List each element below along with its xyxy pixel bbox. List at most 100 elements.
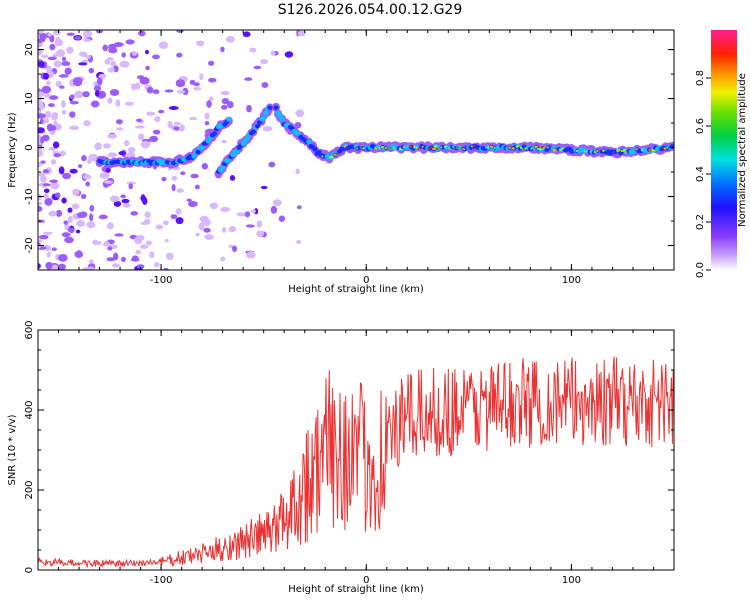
spectrogram-xtick-label: -100 bbox=[150, 275, 173, 286]
spectrogram-noise-blob bbox=[122, 203, 131, 208]
spectrogram-noise-blob bbox=[199, 215, 209, 223]
spectrogram-noise-blob bbox=[149, 135, 159, 143]
spectrogram-noise-blob bbox=[67, 227, 75, 233]
spectrogram-noise-blob bbox=[38, 239, 43, 243]
colorbar-label: Normalized spectral amplitude bbox=[737, 73, 748, 227]
spectrogram-noise-blob bbox=[43, 188, 50, 194]
spectrogram-noise-blob bbox=[260, 185, 268, 190]
spectrogram-noise-blob bbox=[140, 194, 146, 203]
colorbar-ticks: 0.0 0.2 0.4 0.6 0.8 bbox=[695, 70, 711, 278]
spectrogram-ridge-core bbox=[312, 147, 318, 152]
spectrogram-noise-blob bbox=[154, 262, 160, 268]
spectrogram-noise-blob bbox=[176, 188, 185, 193]
spectrogram-noise-blob bbox=[295, 168, 300, 175]
spectrogram-noise-blob bbox=[140, 221, 150, 226]
spectrogram-noise-blob bbox=[86, 221, 96, 229]
spectrogram-noise-blob bbox=[48, 95, 59, 100]
spectrogram-noise-blob bbox=[46, 80, 51, 86]
spectrogram-ytick-label: -10 bbox=[24, 188, 35, 204]
spectrogram-noise-blob bbox=[99, 172, 110, 179]
spectrogram-noise-blob bbox=[103, 241, 110, 247]
spectrogram-noise-blob bbox=[124, 101, 134, 106]
snr-xtick-label: 100 bbox=[562, 575, 581, 586]
spectrogram-noise-blob bbox=[186, 198, 192, 202]
snr-xtick-label: -100 bbox=[150, 575, 173, 586]
spectrogram-noise-blob bbox=[245, 224, 255, 228]
spectrogram-noise-blob bbox=[109, 88, 120, 97]
spectrogram-noise-blob bbox=[173, 121, 181, 126]
spectrogram-noise-blob bbox=[107, 246, 113, 251]
spectrogram-noise-blob bbox=[244, 77, 253, 81]
spectrogram-noise-blob bbox=[45, 261, 53, 270]
colorbar-tick-label: 0.6 bbox=[695, 118, 706, 134]
spectrogram-noise-blob bbox=[44, 118, 49, 122]
spectrogram-noise-blob bbox=[39, 32, 47, 40]
spectrogram-noise-blob bbox=[82, 91, 90, 98]
spectrogram-noise-blob bbox=[38, 161, 43, 168]
spectrogram-noise-blob bbox=[152, 129, 161, 135]
spectrogram-noise-blob bbox=[226, 100, 234, 109]
spectrogram-noise-blob bbox=[51, 247, 57, 252]
spectrogram-noise-blob bbox=[130, 211, 138, 216]
spectrogram-noise-blob bbox=[38, 91, 44, 96]
spectrogram-noise-blob bbox=[67, 215, 73, 224]
spectrogram-noise-blob bbox=[69, 100, 79, 105]
spectrogram-noise-blob bbox=[176, 30, 184, 33]
spectrogram-noise-blob bbox=[121, 256, 126, 263]
spectrogram-ytick-label: 10 bbox=[24, 92, 35, 105]
spectrogram-noise-blob bbox=[58, 253, 68, 262]
spectrogram-noise-blob bbox=[49, 43, 56, 51]
spectrogram-noise-blob bbox=[229, 174, 236, 181]
spectrogram-noise-blob bbox=[85, 181, 91, 187]
spectrogram-noise-blob bbox=[131, 83, 137, 91]
spectrogram-noise-blob bbox=[125, 39, 135, 45]
spectrogram-ridge-core bbox=[234, 149, 240, 154]
spectrogram-noise-blob bbox=[106, 257, 116, 262]
spectrogram-noise-blob bbox=[44, 232, 51, 236]
spectrogram-noise-blob bbox=[79, 51, 88, 57]
spectrogram-ridge-core bbox=[240, 141, 246, 147]
spectrogram-noise-blob bbox=[53, 30, 61, 36]
spectrogram-noise-blob bbox=[112, 252, 119, 261]
spectrogram-noise-blob bbox=[250, 209, 257, 213]
spectrogram-noise-blob bbox=[132, 51, 138, 56]
spectrogram-noise-blob bbox=[182, 87, 189, 96]
spectrogram-noise-blob bbox=[74, 90, 84, 99]
spectrogram-noise-blob bbox=[164, 238, 169, 243]
spectrogram-noise-blob bbox=[42, 169, 49, 174]
spectrogram-noise-blob bbox=[44, 245, 52, 252]
spectrogram-noise-blob bbox=[209, 202, 219, 210]
spectrogram-noise-blob bbox=[145, 65, 150, 71]
snr-ytick-label: 0 bbox=[24, 567, 35, 573]
spectrogram-xlabel: Height of straight line (km) bbox=[288, 284, 424, 295]
spectrogram-noise-blob bbox=[120, 194, 126, 199]
spectrogram-ridge-core bbox=[263, 110, 269, 116]
spectrogram-noise-blob bbox=[242, 31, 251, 38]
spectrogram-xtick-label: 100 bbox=[562, 275, 581, 286]
spectrogram-noise-blob bbox=[61, 109, 67, 115]
snr-ytick-label: 600 bbox=[24, 320, 35, 339]
spectrogram-noise-blob bbox=[46, 251, 51, 258]
spectrogram-noise-blob bbox=[81, 59, 89, 63]
spectrogram-noise-blob bbox=[38, 193, 42, 201]
figure-title: S126.2026.054.00.12.G29 bbox=[278, 2, 463, 18]
spectrogram-noise-blob bbox=[228, 226, 237, 233]
snr-line bbox=[38, 356, 674, 569]
spectrogram-noise-blob bbox=[74, 36, 82, 40]
spectrogram-noise-blob bbox=[49, 34, 55, 43]
spectrogram-noise-blob bbox=[72, 188, 80, 196]
spectrogram-noise-blob bbox=[163, 267, 169, 270]
spectrogram-noise-blob bbox=[180, 171, 186, 176]
spectrogram-noise-blob bbox=[88, 259, 94, 264]
spectrogram-noise-blob bbox=[55, 36, 61, 43]
spectrogram-noise-blob bbox=[49, 179, 58, 184]
spectrogram-ridge-core bbox=[205, 139, 211, 144]
spectrogram-noise-blob bbox=[66, 32, 75, 36]
spectrogram-noise-blob bbox=[206, 100, 212, 108]
spectrogram-noise-blob bbox=[96, 241, 102, 246]
spectrogram-noise-blob bbox=[220, 206, 231, 213]
spectrogram-noise-blob bbox=[188, 200, 198, 208]
spectrogram-noise-blob bbox=[220, 46, 225, 53]
spectrogram-noise-blob bbox=[203, 227, 211, 233]
spectrogram-noise-blob bbox=[69, 111, 76, 118]
